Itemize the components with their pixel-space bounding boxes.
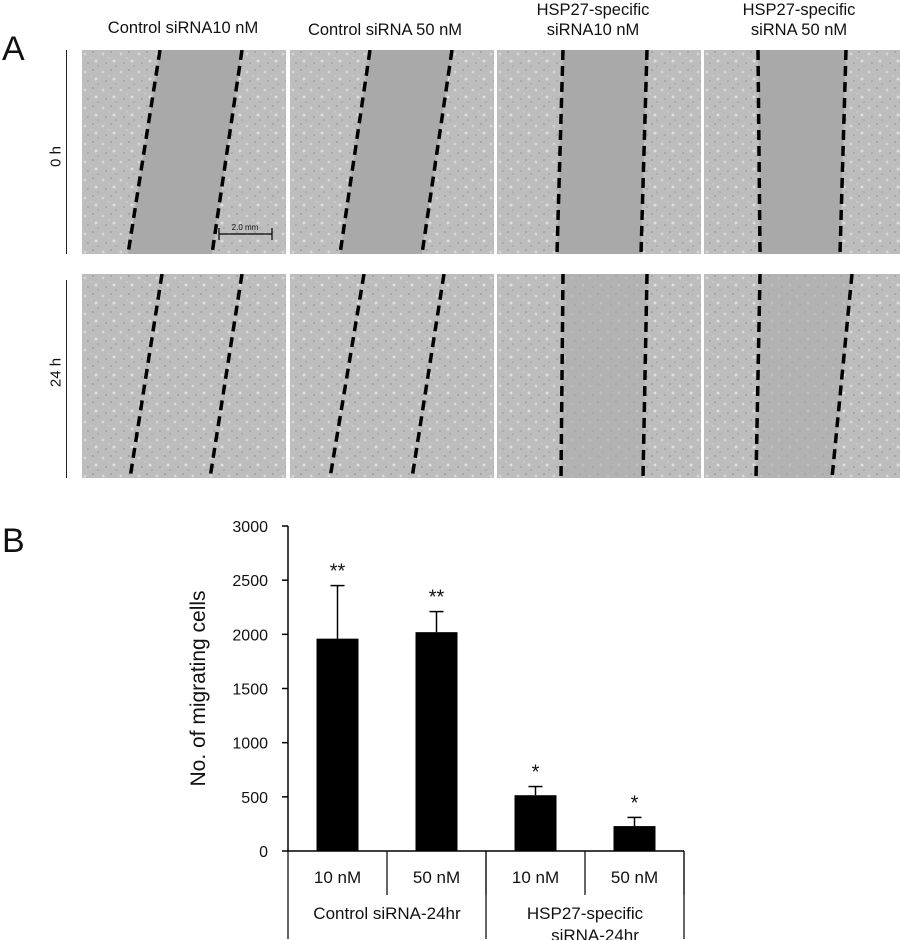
significance-label-0: ** bbox=[330, 561, 346, 583]
scale-bar-label: 2.0 mm bbox=[232, 223, 259, 232]
micrograph-control-10nm-0h: 2.0 mm bbox=[82, 50, 286, 254]
bar-chart: 0 500 1000 1500 2000 2500 3000 No. of migrating… bbox=[187, 519, 685, 940]
significance-label-3: * bbox=[631, 792, 639, 814]
group-label-1-line-0: HSP27-specific bbox=[527, 904, 644, 923]
y-tick-label-5: 2500 bbox=[232, 573, 268, 590]
y-tick-label-4: 2000 bbox=[232, 627, 268, 644]
bar-3 bbox=[613, 826, 656, 851]
y-tick-label-0: 0 bbox=[259, 844, 268, 861]
y-tick-label-3: 1500 bbox=[232, 682, 268, 699]
y-tick-label-1: 500 bbox=[241, 790, 268, 807]
column-title-hsp27-10nm: HSP27-specific siRNA10 nM bbox=[536, 1, 650, 39]
category-label-1: 50 nM bbox=[413, 868, 460, 887]
micrograph-hsp27-10nm-24h bbox=[497, 274, 701, 478]
micrograph-control-50nm-24h bbox=[290, 274, 494, 478]
micrograph-control-10nm-24h bbox=[82, 274, 286, 478]
y-tick-label-6: 3000 bbox=[232, 519, 268, 536]
row-label-0h: 0 h bbox=[47, 146, 65, 167]
column-title-hsp27-50nm: HSP27-specific siRNA 50 nM bbox=[742, 1, 856, 39]
group-label-1-line-1: siRNA-24hr bbox=[551, 926, 639, 940]
column-title-control-50nm: Control siRNA 50 nM bbox=[307, 21, 463, 39]
panel-b-letter: B bbox=[2, 522, 25, 560]
category-label-0: 10 nM bbox=[314, 868, 361, 887]
y-tick-label-2: 1000 bbox=[232, 736, 268, 753]
micrograph-control-50nm-0h bbox=[290, 50, 494, 254]
significance-label-1: ** bbox=[429, 587, 445, 609]
significance-label-2: * bbox=[532, 762, 540, 784]
row-divider-24h bbox=[66, 280, 67, 478]
y-axis-label: No. of migrating cells bbox=[187, 590, 210, 786]
category-label-2: 10 nM bbox=[512, 868, 559, 887]
row-divider-0h bbox=[66, 50, 67, 254]
category-label-3: 50 nM bbox=[611, 868, 658, 887]
column-title-control-10nm: Control siRNA10 nM bbox=[107, 19, 259, 37]
micrograph-hsp27-50nm-24h bbox=[704, 274, 900, 478]
bar-2 bbox=[514, 795, 557, 851]
bar-1 bbox=[415, 632, 458, 851]
micrograph-hsp27-50nm-0h bbox=[704, 50, 900, 254]
group-label-0-line-0: Control siRNA-24hr bbox=[313, 904, 461, 923]
bar-0 bbox=[316, 638, 359, 851]
panel-a-letter: A bbox=[2, 30, 25, 68]
row-label-24h: 24 h bbox=[47, 357, 65, 388]
micrograph-hsp27-10nm-0h bbox=[497, 50, 701, 254]
